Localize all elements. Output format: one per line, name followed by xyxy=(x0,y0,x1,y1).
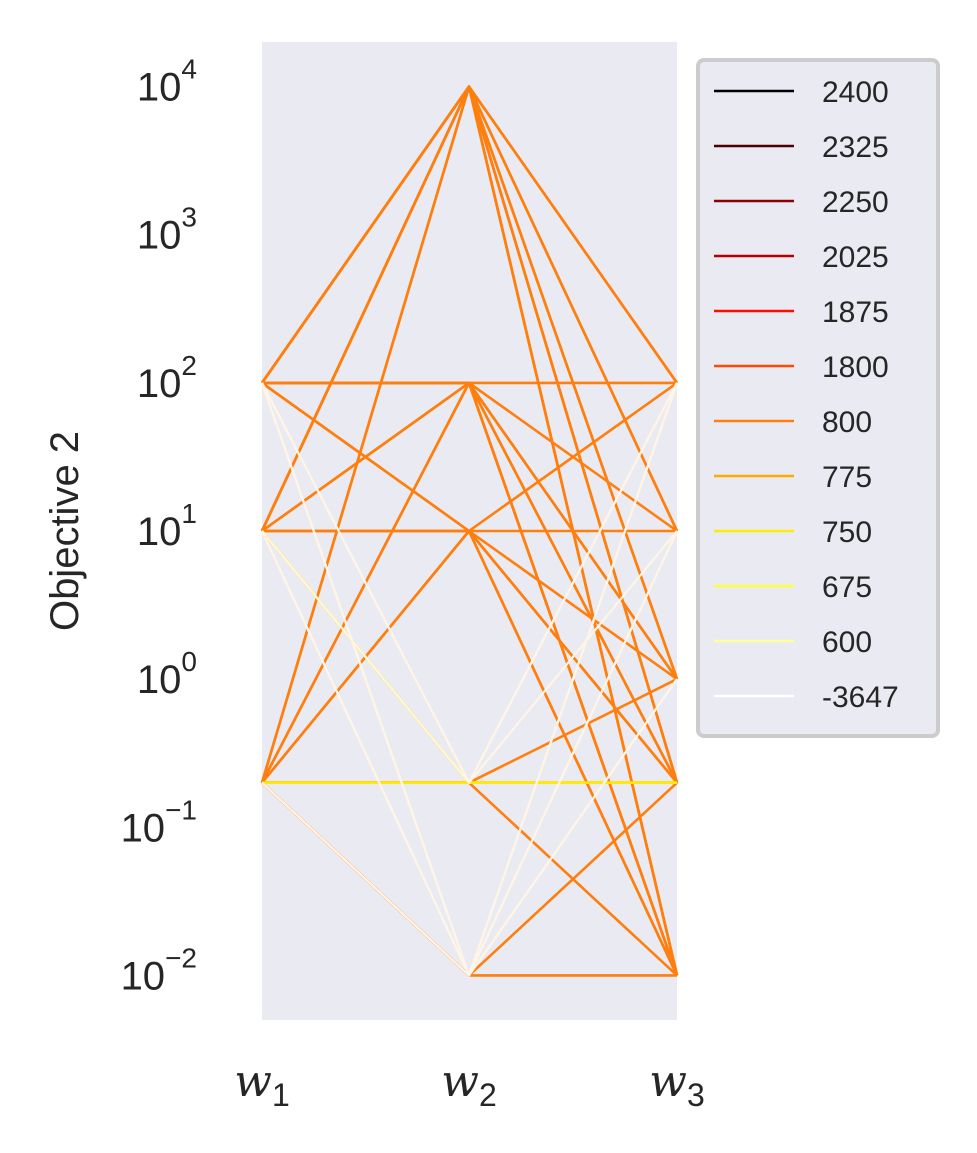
y-axis-label: Objective 2 xyxy=(43,431,87,631)
x-tick-labels: w1 w2 w3 xyxy=(234,1056,704,1113)
y-tick-exponent: 4 xyxy=(181,54,197,85)
legend-label-2400: 2400 xyxy=(822,76,889,109)
y-tick-label-1: 10−1 xyxy=(121,794,197,850)
y-tick-label-2: 100 xyxy=(137,646,197,702)
legend-label-800: 800 xyxy=(822,406,872,439)
y-tick-exponent: −2 xyxy=(165,942,197,973)
y-tick-exponent: 0 xyxy=(181,646,197,677)
y-tick-exponent: −1 xyxy=(165,794,197,825)
y-tick-exponent: 3 xyxy=(181,202,197,233)
series-line--3647-9 xyxy=(261,678,678,977)
x-tick-variable: w xyxy=(649,1056,687,1107)
x-tick-label-1: w2 xyxy=(441,1056,496,1113)
legend: 2400 2325 2250 2025 1875 1800 800 775 750 675 600 -… xyxy=(696,58,940,738)
legend-label-1875: 1875 xyxy=(822,296,889,329)
y-tick-label-5: 103 xyxy=(137,202,197,258)
x-tick-label-2: w3 xyxy=(649,1056,704,1113)
x-tick-variable: w xyxy=(441,1056,479,1107)
x-tick-subscript: 2 xyxy=(479,1077,497,1113)
y-tick-label-0: 10−2 xyxy=(121,942,197,998)
legend-label-600: 600 xyxy=(822,626,872,659)
x-tick-subscript: 3 xyxy=(687,1077,705,1113)
y-tick-base: 10 xyxy=(137,362,182,406)
y-tick-base: 10 xyxy=(121,806,166,850)
x-tick-subscript: 1 xyxy=(272,1077,290,1113)
x-tick-variable: w xyxy=(234,1056,272,1107)
legend-label--3647: -3647 xyxy=(822,681,899,714)
legend-entries: 2400 2325 2250 2025 1875 1800 800 775 750 675 600 -… xyxy=(714,76,899,714)
y-tick-exponent: 2 xyxy=(181,350,197,381)
legend-label-775: 775 xyxy=(822,461,872,494)
y-tick-base: 10 xyxy=(121,954,166,998)
series-layer xyxy=(260,85,679,977)
series-line--3647-5 xyxy=(261,382,678,784)
legend-label-1800: 1800 xyxy=(822,351,889,384)
legend-label-2250: 2250 xyxy=(822,186,889,219)
legend-frame xyxy=(696,58,940,738)
x-tick-label-0: w1 xyxy=(234,1056,289,1113)
y-tick-exponent: 1 xyxy=(181,498,197,529)
series-line-800-27 xyxy=(260,529,679,976)
y-tick-base: 10 xyxy=(137,658,182,702)
y-tick-label-4: 102 xyxy=(137,350,197,406)
y-tick-base: 10 xyxy=(137,66,182,110)
legend-label-2025: 2025 xyxy=(822,241,889,274)
legend-label-750: 750 xyxy=(822,516,872,549)
y-tick-base: 10 xyxy=(137,510,182,554)
legend-label-675: 675 xyxy=(822,571,872,604)
y-tick-label-6: 104 xyxy=(137,54,197,110)
y-tick-base: 10 xyxy=(137,214,182,258)
y-tick-label-3: 101 xyxy=(137,498,197,554)
legend-label-2325: 2325 xyxy=(822,131,889,164)
